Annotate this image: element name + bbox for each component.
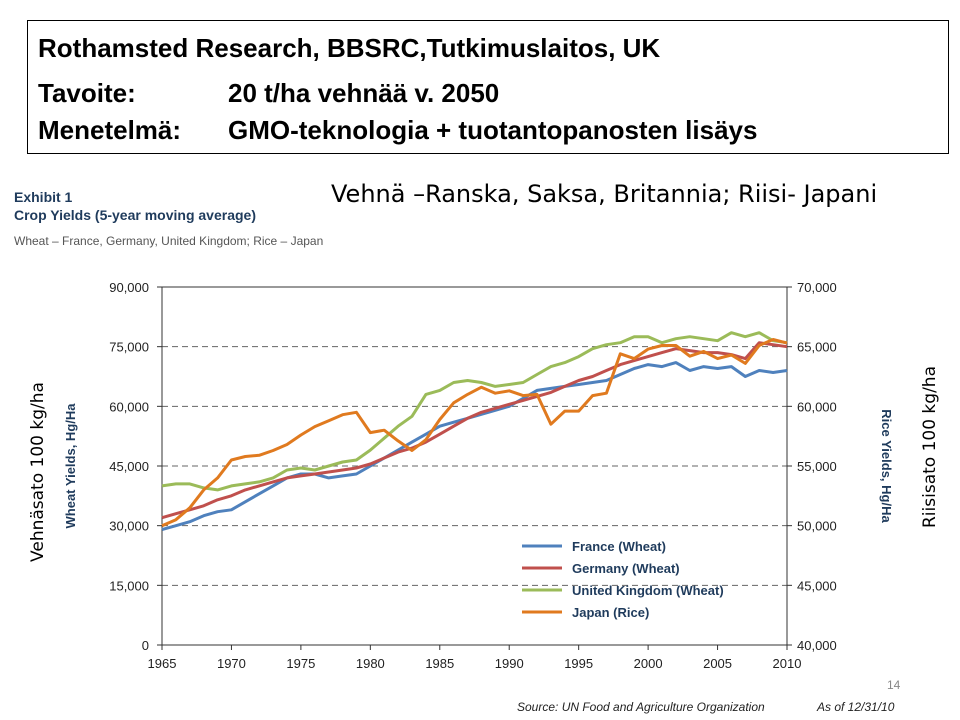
x-tick-label: 1985 <box>425 656 454 670</box>
goal-label: Tavoite: <box>38 78 136 108</box>
x-tick-label: 1965 <box>148 656 177 670</box>
right-axis-note: Riisisato 100 kg/ha <box>920 366 940 528</box>
y-tick-label: 75,000 <box>109 340 149 355</box>
exhibit-description: Wheat – France, Germany, United Kingdom;… <box>14 234 324 248</box>
exhibit-number: Exhibit 1 <box>14 189 73 205</box>
y2-tick-label: 45,000 <box>797 578 837 593</box>
left-axis-note: Vehnäsato 100 kg/ha <box>28 382 48 562</box>
page-number: 14 <box>887 678 901 692</box>
source-text: Source: UN Food and Agriculture Organiza… <box>517 700 765 714</box>
y-tick-label: 15,000 <box>109 578 149 593</box>
crop-yield-chart: 0 15,000 30,000 45,000 60,000 75,000 90,000 40,… <box>63 280 894 670</box>
x-tick-label: 2005 <box>703 656 732 670</box>
x-tick-label: 2000 <box>634 656 663 670</box>
y2-tick-label: 70,000 <box>797 280 837 295</box>
y2-axis-label: Rice Yields, Hg/Ha <box>879 409 894 523</box>
goal-value: 20 t/ha vehnää v. 2050 <box>228 78 500 108</box>
x-tick-label: 1970 <box>217 656 246 670</box>
slide-subtitle: Vehnä –Ranska, Saksa, Britannia; Riisi- … <box>331 180 878 208</box>
y-tick-label: 30,000 <box>109 519 149 534</box>
series-line-japan-rice <box>161 338 788 528</box>
legend-label-france-wheat: France (Wheat) <box>572 539 666 554</box>
x-tick-label: 1980 <box>356 656 385 670</box>
method-label: Menetelmä: <box>38 115 182 145</box>
x-tick-label: 1995 <box>564 656 593 670</box>
y-tick-label: 45,000 <box>109 459 149 474</box>
y2-tick-label: 55,000 <box>797 459 837 474</box>
exhibit-title: Crop Yields (5-year moving average) <box>14 207 256 223</box>
y-tick-label: 0 <box>142 638 149 653</box>
y2-tick-label: 65,000 <box>797 340 837 355</box>
y-axis-label: Wheat Yields, Hg/Ha <box>63 403 78 529</box>
y2-tick-label: 60,000 <box>797 399 837 414</box>
x-tick-label: 2010 <box>773 656 802 670</box>
plot-frame <box>161 286 788 646</box>
header-box: Rothamsted Research, BBSRC,Tutkimuslaito… <box>27 20 949 154</box>
series-line-france-wheat <box>161 361 788 532</box>
y-tick-label: 60,000 <box>109 399 149 414</box>
y2-tick-label: 40,000 <box>797 638 837 653</box>
source-as-of: As of 12/31/10 <box>817 700 895 714</box>
legend-label-united-kingdom-wheat: United Kingdom (Wheat) <box>572 583 724 598</box>
y-tick-label: 90,000 <box>109 280 149 295</box>
legend-label-japan-rice: Japan (Rice) <box>572 605 649 620</box>
x-tick-label: 1975 <box>286 656 315 670</box>
header-line-1: Rothamsted Research, BBSRC,Tutkimuslaito… <box>38 33 661 63</box>
x-tick-label: 1990 <box>495 656 524 670</box>
y2-tick-label: 50,000 <box>797 519 837 534</box>
legend-label-germany-wheat: Germany (Wheat) <box>572 561 680 576</box>
method-value: GMO-teknologia + tuotantopanosten lisäys <box>228 115 758 145</box>
source-note: Source: UN Food and Agriculture Organiza… <box>517 700 894 714</box>
series-line-united-kingdom-wheat <box>161 331 788 492</box>
